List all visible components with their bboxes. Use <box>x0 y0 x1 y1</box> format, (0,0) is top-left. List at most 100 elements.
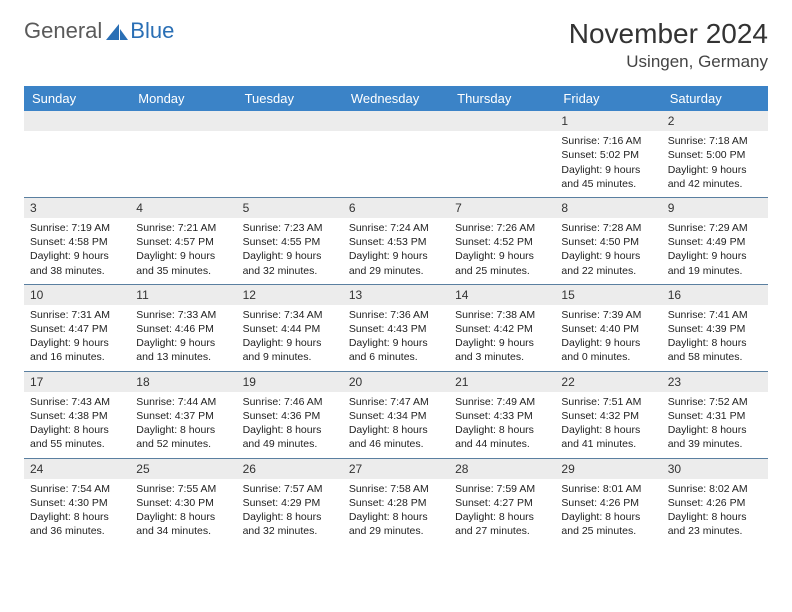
sunset-text: Sunset: 4:37 PM <box>136 409 230 423</box>
sunrise-text: Sunrise: 7:31 AM <box>30 308 124 322</box>
day-cell-num: 13 <box>343 284 449 305</box>
weekday-header: Friday <box>555 86 661 111</box>
day-cell-num: 5 <box>237 197 343 218</box>
day-number: 22 <box>555 372 661 392</box>
sunset-text: Sunset: 4:47 PM <box>30 322 124 336</box>
day-cell: Sunrise: 7:39 AMSunset: 4:40 PMDaylight:… <box>555 305 661 371</box>
daylight-text: Daylight: 9 hours <box>349 336 443 350</box>
daylight-text: Daylight: 9 hours <box>30 336 124 350</box>
sunset-text: Sunset: 4:31 PM <box>668 409 762 423</box>
brand-part2: Blue <box>130 18 174 44</box>
day-number: 10 <box>24 285 130 305</box>
day-cell: Sunrise: 7:49 AMSunset: 4:33 PMDaylight:… <box>449 392 555 458</box>
sunset-text: Sunset: 4:43 PM <box>349 322 443 336</box>
sunrise-text: Sunrise: 7:49 AM <box>455 395 549 409</box>
day-number: 26 <box>237 459 343 479</box>
day-cell-num: 10 <box>24 284 130 305</box>
sunset-text: Sunset: 4:52 PM <box>455 235 549 249</box>
day-number: 30 <box>662 459 768 479</box>
sunrise-text: Sunrise: 7:47 AM <box>349 395 443 409</box>
daylight-text: Daylight: 8 hours <box>243 423 337 437</box>
daylight-text: Daylight: 8 hours <box>30 510 124 524</box>
day-number: 28 <box>449 459 555 479</box>
daylight-text: and 13 minutes. <box>136 350 230 364</box>
daylight-text: and 38 minutes. <box>30 264 124 278</box>
day-cell: Sunrise: 7:46 AMSunset: 4:36 PMDaylight:… <box>237 392 343 458</box>
daylight-text: and 0 minutes. <box>561 350 655 364</box>
header: General Blue November 2024 Usingen, Germ… <box>24 18 768 72</box>
weekday-header: Wednesday <box>343 86 449 111</box>
day-number: 20 <box>343 372 449 392</box>
day-cell-num: 7 <box>449 197 555 218</box>
sunset-text: Sunset: 5:00 PM <box>668 148 762 162</box>
day-cell <box>449 131 555 197</box>
day-cell-num: 16 <box>662 284 768 305</box>
day-cell-num: 27 <box>343 458 449 479</box>
day-cell-num: 23 <box>662 371 768 392</box>
daylight-text: Daylight: 8 hours <box>668 510 762 524</box>
day-number: 15 <box>555 285 661 305</box>
daylight-text: and 58 minutes. <box>668 350 762 364</box>
daylight-text: and 35 minutes. <box>136 264 230 278</box>
daylight-text: and 29 minutes. <box>349 264 443 278</box>
daynum-row: 12 <box>24 111 768 131</box>
sunset-text: Sunset: 4:30 PM <box>136 496 230 510</box>
sunset-text: Sunset: 4:50 PM <box>561 235 655 249</box>
day-cell-num: 19 <box>237 371 343 392</box>
daylight-text: and 42 minutes. <box>668 177 762 191</box>
daylight-text: and 52 minutes. <box>136 437 230 451</box>
daylight-text: Daylight: 9 hours <box>561 336 655 350</box>
day-cell-num: 25 <box>130 458 236 479</box>
daylight-text: and 29 minutes. <box>349 524 443 538</box>
day-cell <box>237 131 343 197</box>
day-cell-num: 26 <box>237 458 343 479</box>
detail-row: Sunrise: 7:43 AMSunset: 4:38 PMDaylight:… <box>24 392 768 458</box>
day-cell: Sunrise: 7:57 AMSunset: 4:29 PMDaylight:… <box>237 479 343 545</box>
day-cell <box>343 131 449 197</box>
day-number: 6 <box>343 198 449 218</box>
day-cell-num: 17 <box>24 371 130 392</box>
daylight-text: Daylight: 9 hours <box>455 336 549 350</box>
day-cell: Sunrise: 7:24 AMSunset: 4:53 PMDaylight:… <box>343 218 449 284</box>
day-cell: Sunrise: 7:29 AMSunset: 4:49 PMDaylight:… <box>662 218 768 284</box>
day-cell-num: 6 <box>343 197 449 218</box>
day-cell-num <box>343 111 449 131</box>
day-number <box>343 111 449 131</box>
daylight-text: and 25 minutes. <box>455 264 549 278</box>
daylight-text: and 19 minutes. <box>668 264 762 278</box>
sunset-text: Sunset: 4:28 PM <box>349 496 443 510</box>
weekday-header: Monday <box>130 86 236 111</box>
weekday-header-row: Sunday Monday Tuesday Wednesday Thursday… <box>24 86 768 111</box>
day-cell <box>130 131 236 197</box>
day-number: 13 <box>343 285 449 305</box>
sunrise-text: Sunrise: 8:02 AM <box>668 482 762 496</box>
sunset-text: Sunset: 4:26 PM <box>668 496 762 510</box>
sunset-text: Sunset: 4:30 PM <box>30 496 124 510</box>
day-number: 3 <box>24 198 130 218</box>
daylight-text: and 32 minutes. <box>243 524 337 538</box>
sunrise-text: Sunrise: 7:44 AM <box>136 395 230 409</box>
sunrise-text: Sunrise: 7:46 AM <box>243 395 337 409</box>
daylight-text: and 39 minutes. <box>668 437 762 451</box>
day-number: 29 <box>555 459 661 479</box>
daylight-text: and 55 minutes. <box>30 437 124 451</box>
day-cell: Sunrise: 7:58 AMSunset: 4:28 PMDaylight:… <box>343 479 449 545</box>
day-cell-num <box>130 111 236 131</box>
day-number: 4 <box>130 198 236 218</box>
day-cell-num: 11 <box>130 284 236 305</box>
day-number: 23 <box>662 372 768 392</box>
daylight-text: and 46 minutes. <box>349 437 443 451</box>
day-cell: Sunrise: 7:34 AMSunset: 4:44 PMDaylight:… <box>237 305 343 371</box>
detail-row: Sunrise: 7:54 AMSunset: 4:30 PMDaylight:… <box>24 479 768 545</box>
sunset-text: Sunset: 4:44 PM <box>243 322 337 336</box>
day-cell: Sunrise: 7:43 AMSunset: 4:38 PMDaylight:… <box>24 392 130 458</box>
sunrise-text: Sunrise: 7:52 AM <box>668 395 762 409</box>
sunrise-text: Sunrise: 7:57 AM <box>243 482 337 496</box>
day-cell-num: 1 <box>555 111 661 131</box>
detail-row: Sunrise: 7:19 AMSunset: 4:58 PMDaylight:… <box>24 218 768 284</box>
day-number <box>130 111 236 131</box>
daylight-text: and 23 minutes. <box>668 524 762 538</box>
daylight-text: and 22 minutes. <box>561 264 655 278</box>
daylight-text: and 49 minutes. <box>243 437 337 451</box>
daylight-text: Daylight: 9 hours <box>136 336 230 350</box>
